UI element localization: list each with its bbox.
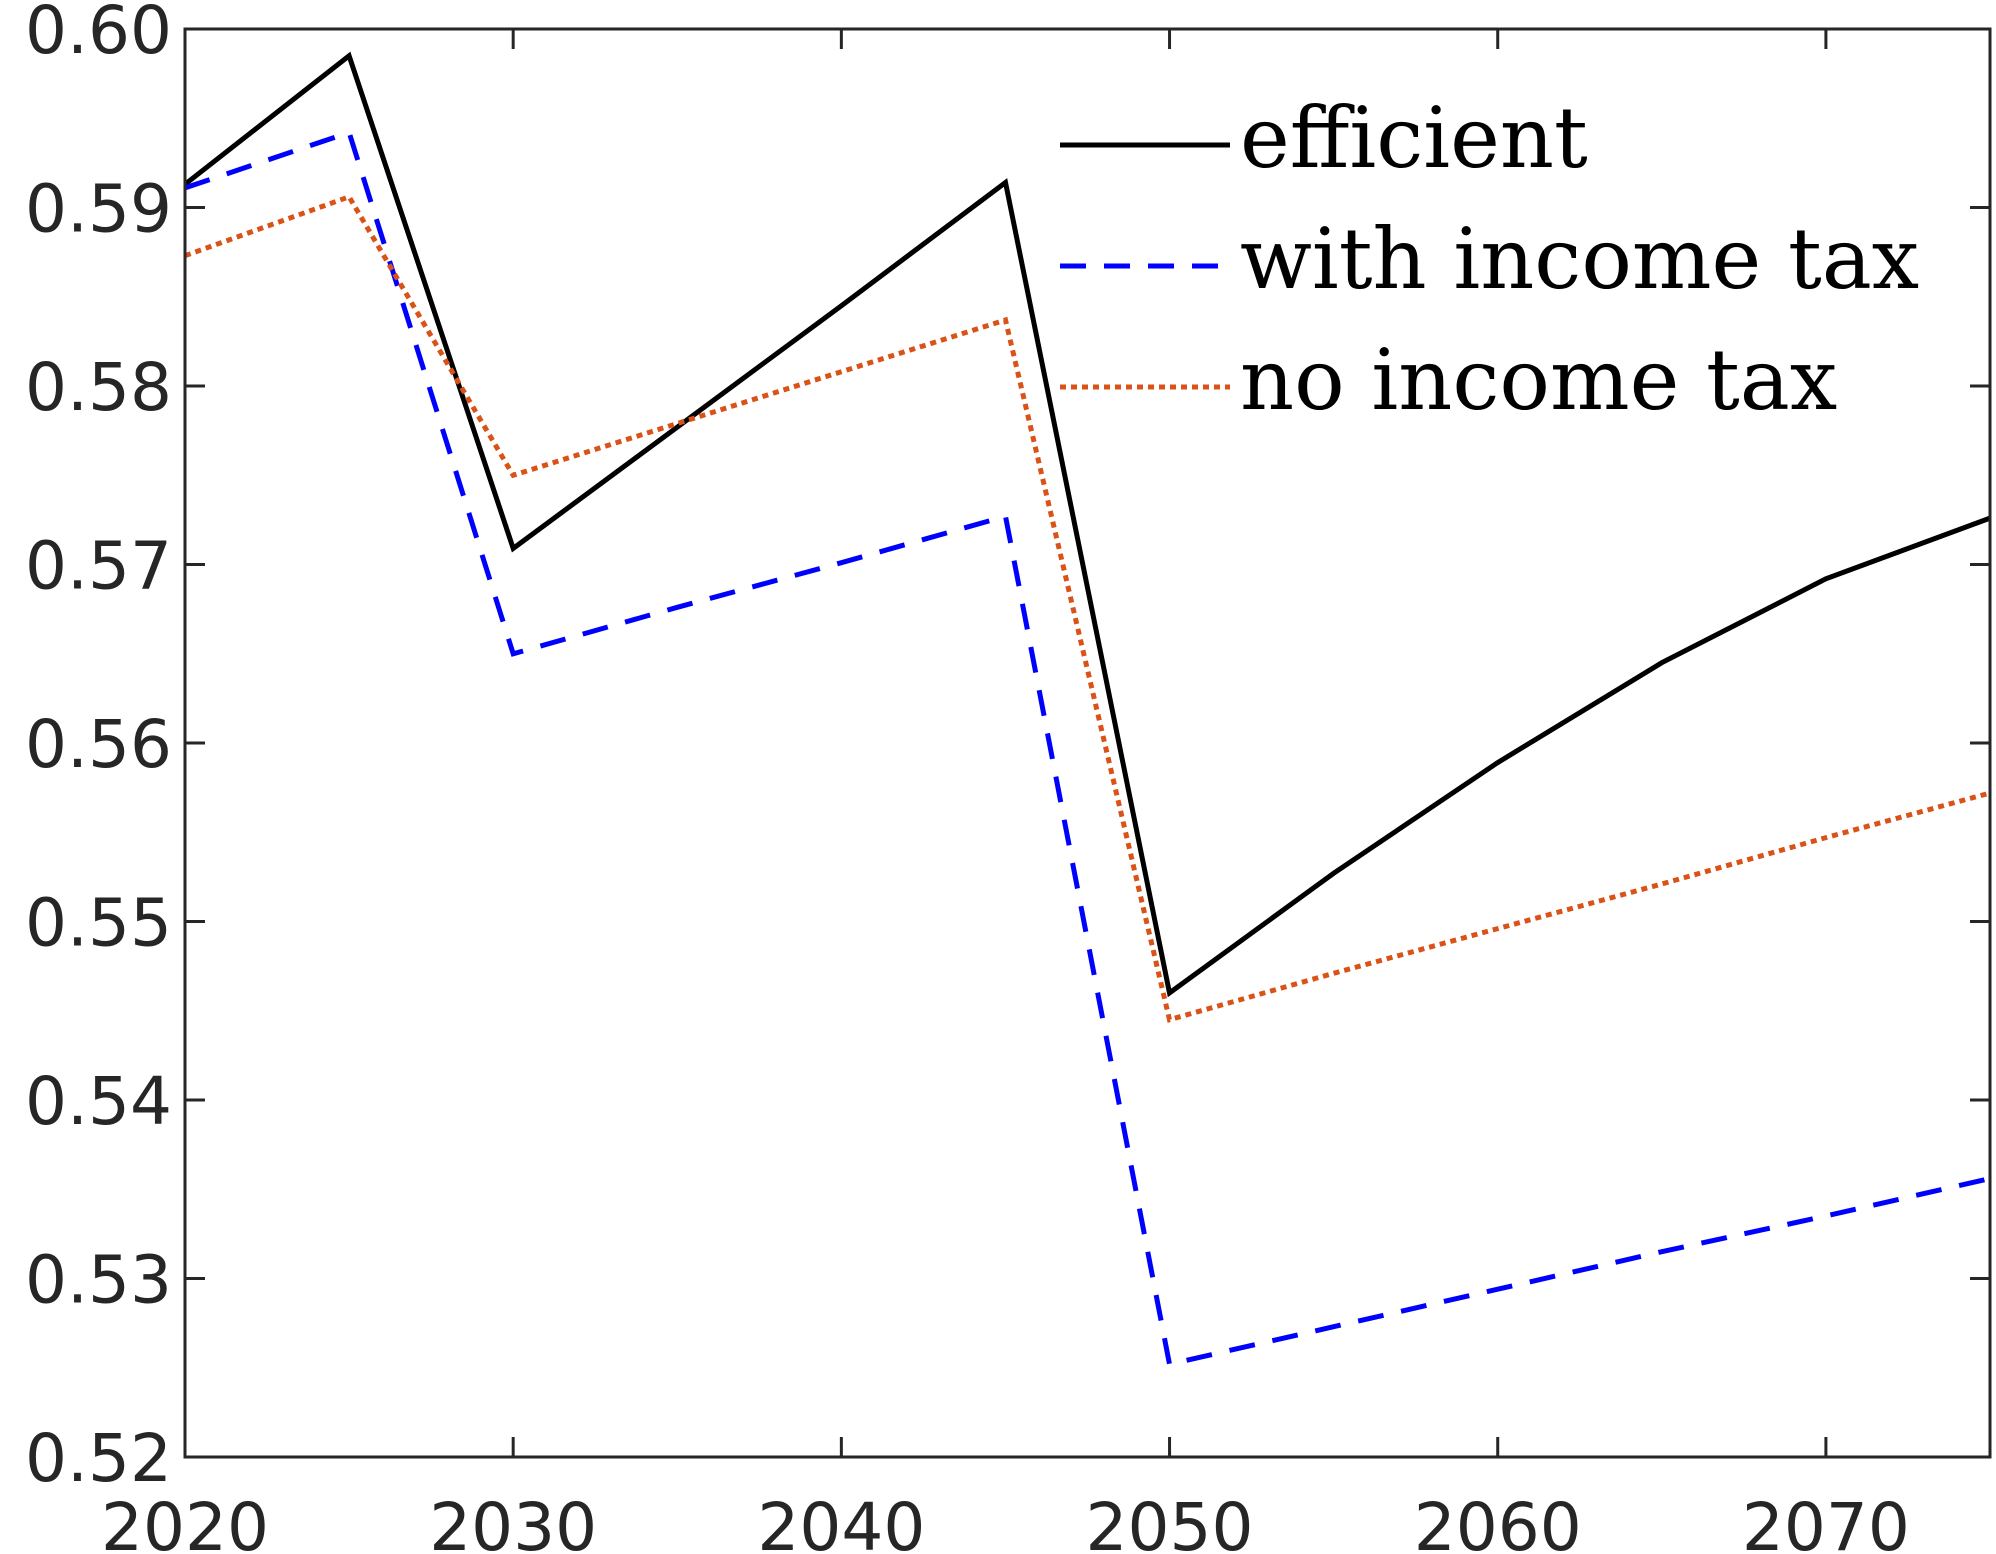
y-tick-label: 0.56 — [25, 706, 172, 783]
legend: efficient with income tax no income tax — [1060, 89, 1919, 429]
x-tick-label: 2040 — [757, 1489, 925, 1554]
legend-label-2: no income tax — [1240, 331, 1837, 429]
y-tick-label: 0.52 — [25, 1420, 172, 1497]
x-tick-label: 2030 — [429, 1489, 597, 1554]
series-line-2 — [184, 193, 1991, 1023]
x-tick-label: 2060 — [1414, 1489, 1582, 1554]
legend-label-1: with income tax — [1240, 210, 1919, 308]
y-tick-label: 0.57 — [25, 528, 172, 605]
x-tick-label: 2050 — [1086, 1489, 1254, 1554]
series-line-1 — [184, 129, 1991, 1368]
series-line-0 — [183, 51, 1991, 998]
y-tick-label: 0.53 — [25, 1242, 172, 1319]
y-tick-label: 0.54 — [25, 1063, 172, 1140]
y-tick-label: 0.58 — [25, 349, 172, 426]
series-layer — [183, 51, 1991, 1368]
axis-ticks: 2020 2030 2040 2050 2060 2070 0.52 0.53 0.54 0.55… — [25, 0, 1990, 1554]
y-tick-label: 0.55 — [25, 885, 172, 962]
y-tick-label: 0.60 — [25, 0, 172, 69]
x-tick-label: 2070 — [1742, 1489, 1910, 1554]
y-tick-label: 0.59 — [25, 171, 172, 248]
x-tick-label: 2020 — [101, 1489, 269, 1554]
legend-label-0: efficient — [1240, 89, 1588, 187]
